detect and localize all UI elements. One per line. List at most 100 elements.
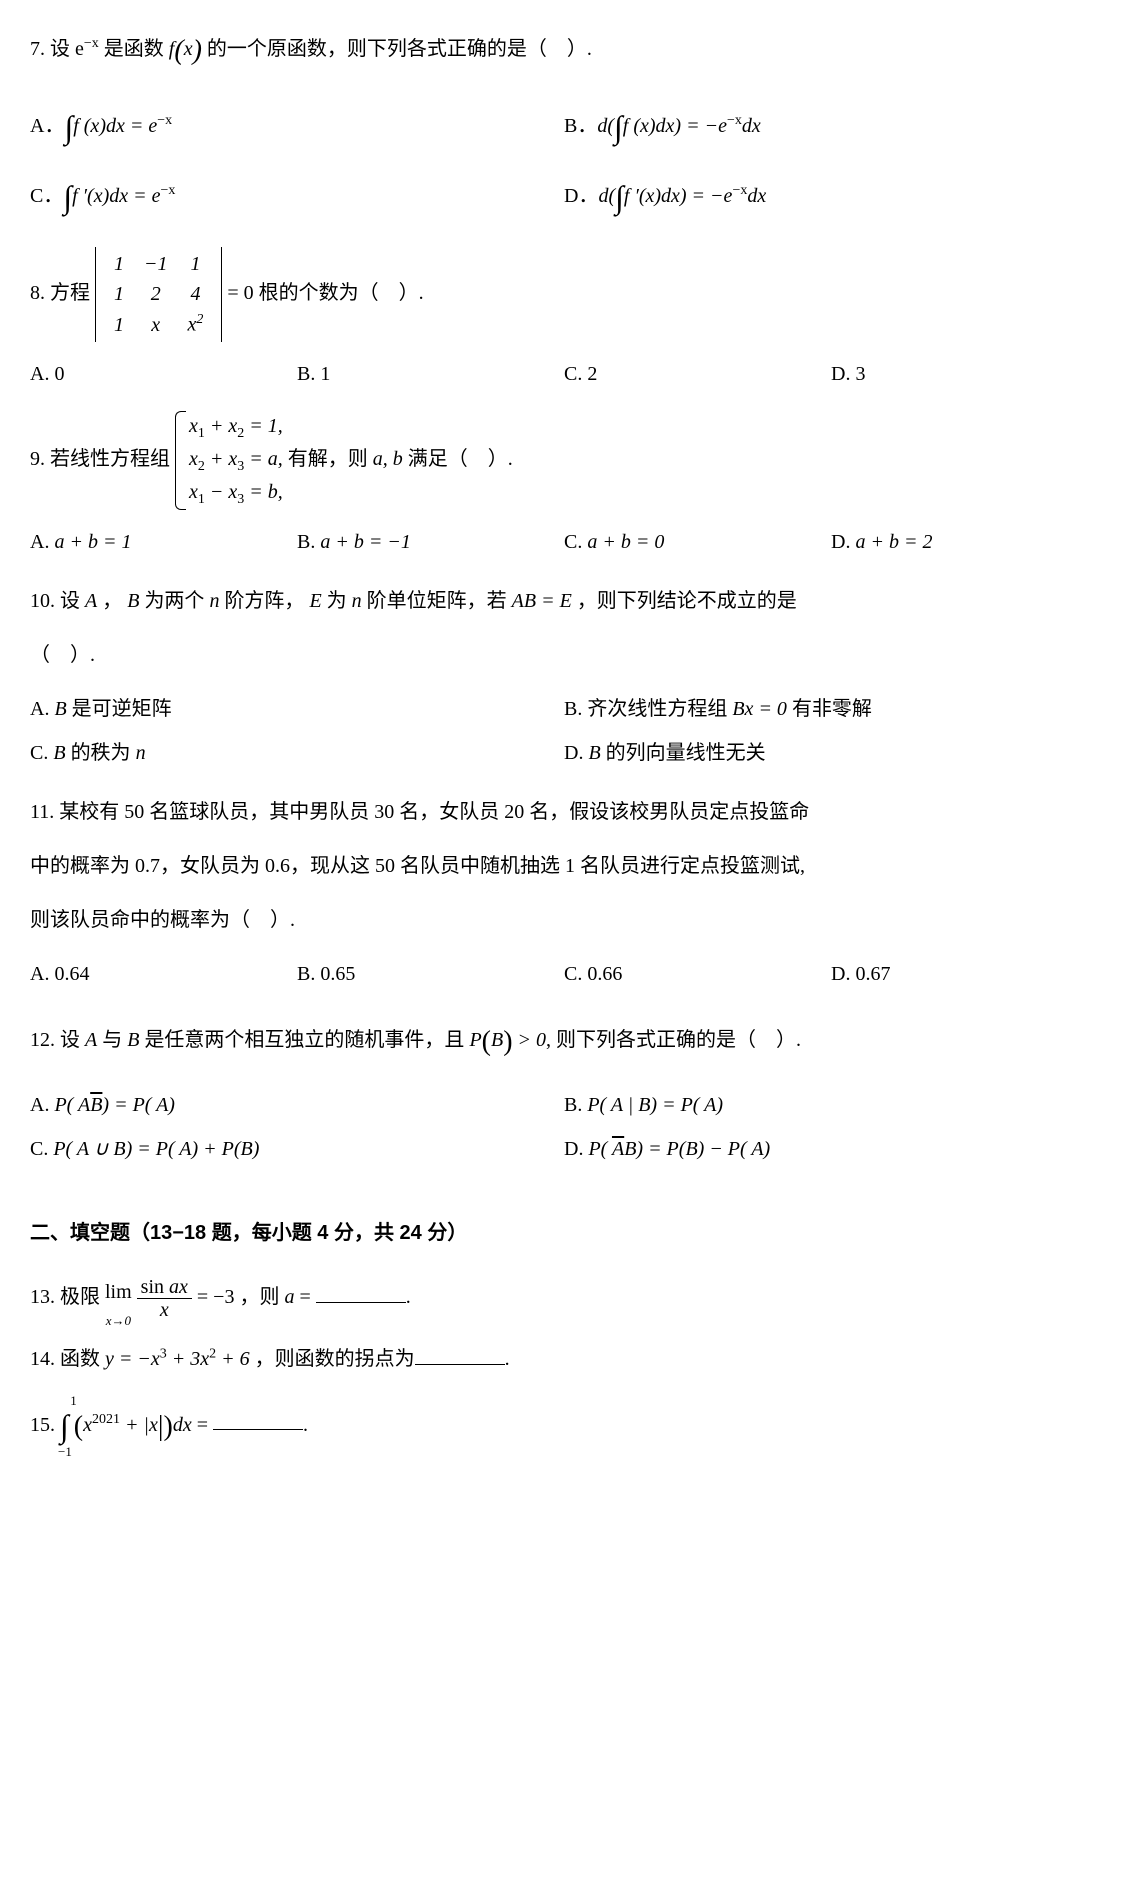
q10-c-n: n bbox=[136, 742, 146, 764]
q8-post: = 0 根的个数为（ ）. bbox=[227, 282, 423, 304]
q11-opt-c: C. 0.66 bbox=[564, 952, 831, 996]
q9-opt-a: A. a + b = 1 bbox=[30, 520, 297, 564]
q10-opt-a: A. B 是可逆矩阵 bbox=[30, 687, 564, 731]
q9-system: x1 + x2 = 1, x2 + x3 = a, x1 − x3 = b, bbox=[175, 411, 283, 510]
q11-options: A. 0.64 B. 0.65 C. 0.66 D. 0.67 bbox=[30, 952, 1098, 996]
q12-lp: ( bbox=[482, 1026, 491, 1057]
q9-options: A. a + b = 1 B. a + b = −1 C. a + b = 0 … bbox=[30, 520, 1098, 564]
q7-a-exp: −x bbox=[157, 113, 172, 128]
q8-d23: 4 bbox=[178, 279, 214, 309]
q9-b-pre: B. bbox=[297, 531, 320, 553]
q7-b-pre: B． bbox=[564, 114, 597, 136]
q8-d31: 1 bbox=[104, 309, 134, 340]
q9-l2b: + x bbox=[205, 448, 237, 470]
q12-gt0: > 0 bbox=[513, 1029, 547, 1051]
q7-d-exp: −x bbox=[732, 183, 747, 198]
q10-opt-b: B. 齐次线性方程组 Bx = 0 有非零解 bbox=[564, 687, 1098, 731]
q10-c-mid: 的秩为 bbox=[66, 742, 136, 764]
question-8: 8. 方程 1−11 124 1xx2 = 0 根的个数为（ ）. bbox=[30, 247, 1098, 342]
q10-c-pre: C. bbox=[30, 742, 53, 764]
q7-stem-pre: 7. 设 e bbox=[30, 38, 84, 60]
q15-lower: −1 bbox=[58, 1438, 72, 1467]
q12-a-2: ) = P( A) bbox=[102, 1094, 175, 1116]
q13-pre: 13. 极限 bbox=[30, 1286, 105, 1308]
q7-a-f: f (x)dx = e bbox=[73, 114, 157, 136]
q15-pre: 15. bbox=[30, 1413, 60, 1435]
q10-B: B bbox=[127, 590, 139, 612]
q9-pre: 9. 若线性方程组 bbox=[30, 448, 175, 470]
q13-num-ax: ax bbox=[169, 1276, 188, 1298]
q10-a-B: B bbox=[54, 698, 66, 720]
q7-d-int: ∫ bbox=[615, 179, 624, 215]
q13-limsub: x→0 bbox=[105, 1314, 132, 1327]
q8-d12: −1 bbox=[134, 249, 178, 279]
q8-d21: 1 bbox=[104, 279, 134, 309]
q7-c-pre: C． bbox=[30, 185, 63, 207]
q15-period: . bbox=[303, 1413, 308, 1435]
q11-opt-b: B. 0.65 bbox=[297, 952, 564, 996]
q7-b-exp: −x bbox=[727, 113, 742, 128]
q13-a: a bbox=[284, 1286, 294, 1308]
q7-b-dx: dx bbox=[742, 114, 761, 136]
question-11-l1: 11. 某校有 50 名篮球队员，其中男队员 30 名，女队员 20 名，假设该… bbox=[30, 790, 1098, 834]
q13-lim-text: lim bbox=[105, 1281, 132, 1303]
q14-p1: + 3x bbox=[167, 1348, 209, 1370]
q12-a-1: P( A bbox=[54, 1094, 90, 1116]
question-13: 13. 极限 limx→0 sin ax x = −3 ，则 a = . bbox=[30, 1270, 1098, 1327]
q12-d-mid: B) = P(B) − P( A) bbox=[624, 1138, 770, 1160]
q7-c-int: ∫ bbox=[63, 179, 72, 215]
q7-opt-c: C．∫f ′(x)dx = e−x bbox=[30, 162, 564, 232]
q12-c-expr: P( A ∪ B) = P( A) + P(B) bbox=[53, 1138, 259, 1160]
q8-opt-d: D. 3 bbox=[831, 352, 1098, 396]
q10-opt-c: C. B 的秩为 n bbox=[30, 731, 564, 775]
q14-period: . bbox=[505, 1348, 510, 1370]
q14-e3: 3 bbox=[160, 1346, 167, 1361]
q7-b-int: ∫ bbox=[614, 109, 623, 145]
q10-b-post: 有非零解 bbox=[787, 698, 872, 720]
q12-B: B bbox=[127, 1029, 139, 1051]
q7-rparen: ) bbox=[193, 35, 202, 66]
q9-opt-b: B. a + b = −1 bbox=[297, 520, 564, 564]
q13-num: sin ax bbox=[137, 1276, 192, 1299]
question-14: 14. 函数 y = −x3 + 3x2 + 6 ，则函数的拐点为. bbox=[30, 1337, 1098, 1381]
q9-l1c: = 1, bbox=[244, 415, 283, 437]
section-2-title: 二、填空题（13−18 题，每小题 4 分，共 24 分） bbox=[30, 1211, 1098, 1255]
q12-options: A. P( AB) = P( A) B. P( A | B) = P( A) C… bbox=[30, 1083, 1098, 1171]
q12-opt-c: C. P( A ∪ B) = P( A) + P(B) bbox=[30, 1127, 564, 1171]
question-7: 7. 设 e−x 是函数 f(x) 的一个原函数，则下列各式正确的是（ ）. bbox=[30, 20, 1098, 82]
q12-a: 12. 设 bbox=[30, 1029, 85, 1051]
q9-d-pre: D. bbox=[831, 531, 855, 553]
q10-a-post: 是可逆矩阵 bbox=[67, 698, 172, 720]
q8-d33-exp: 2 bbox=[196, 312, 203, 327]
q7-d-pre: D． bbox=[564, 185, 598, 207]
q7-x: x bbox=[184, 38, 193, 60]
q10-opt-d: D. B 的列向量线性无关 bbox=[564, 731, 1098, 775]
q15-plus: + | bbox=[120, 1413, 149, 1435]
question-11-l3: 则该队员命中的概率为（ ）. bbox=[30, 898, 1098, 942]
q15-eq: = bbox=[192, 1413, 213, 1435]
q9-opt-d: D. a + b = 2 bbox=[831, 520, 1098, 564]
q15-rp: |) bbox=[158, 1411, 173, 1442]
q9-mid: 有解，则 bbox=[288, 448, 373, 470]
q15-xabs: x bbox=[149, 1413, 158, 1435]
q10-line2: （ ）. bbox=[30, 633, 1098, 677]
q8-determinant: 1−11 124 1xx2 bbox=[95, 247, 222, 342]
q8-d22: 2 bbox=[134, 279, 178, 309]
q12-opt-b: B. P( A | B) = P( A) bbox=[564, 1083, 1098, 1127]
q9-c-pre: C. bbox=[564, 531, 587, 553]
q10-b: 为两个 bbox=[139, 590, 209, 612]
q8-opt-b: B. 1 bbox=[297, 352, 564, 396]
q10-E: E bbox=[309, 590, 321, 612]
question-11-l2: 中的概率为 0.7，女队员为 0.6，现从这 50 名队员中随机抽选 1 名队员… bbox=[30, 844, 1098, 888]
q9-opt-c: C. a + b = 0 bbox=[564, 520, 831, 564]
q10-a: 10. 设 bbox=[30, 590, 85, 612]
q12-rp: ) bbox=[503, 1026, 512, 1057]
q7-opt-d: D．d(∫f ′(x)dx) = −e−xdx bbox=[564, 162, 1098, 232]
q8-pre: 8. 方程 bbox=[30, 282, 95, 304]
q7-options: A．∫f (x)dx = e−x B．d(∫f (x)dx) = −e−xdx … bbox=[30, 92, 1098, 233]
q14-blank bbox=[415, 1344, 505, 1365]
q10-abe: AB = E bbox=[512, 590, 572, 612]
q9-a-pre: A. bbox=[30, 531, 54, 553]
q12-c-pre: C. bbox=[30, 1138, 53, 1160]
q15-lp: ( bbox=[74, 1411, 83, 1442]
